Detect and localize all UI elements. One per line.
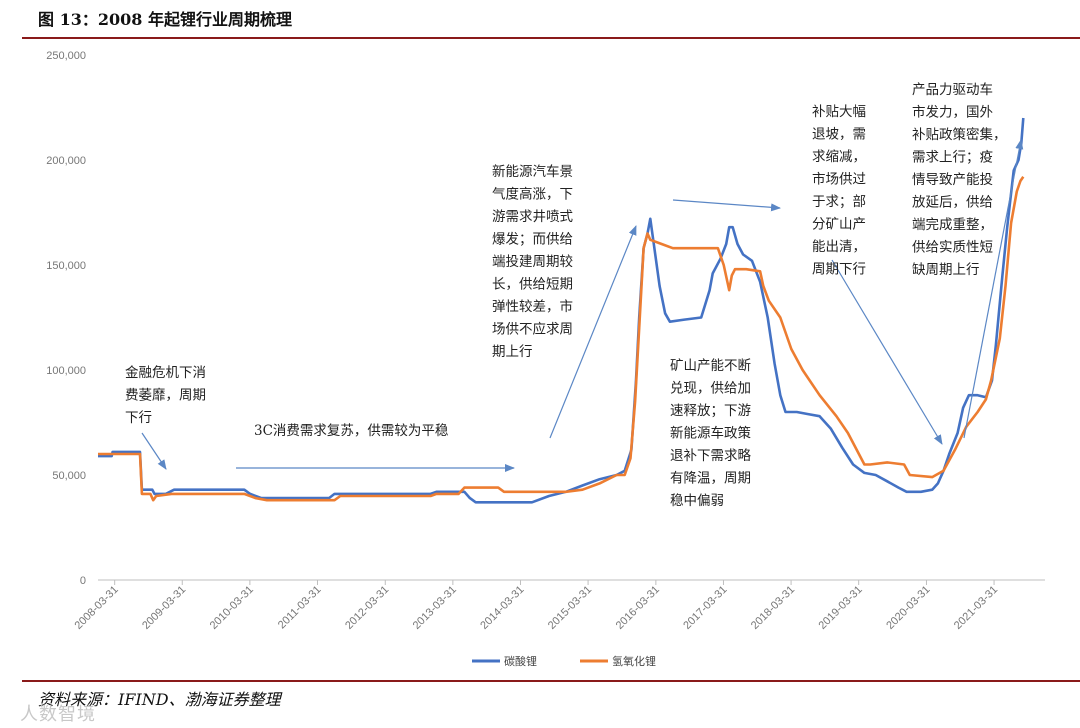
lithium-price-chart: 0 50,000 100,000 150,000 200,000 250,000 2008… <box>46 50 1045 668</box>
trend-arrow-up-2015 <box>549 225 637 439</box>
title-rule <box>22 37 1080 39</box>
annotation-demand-up: 产品力驱动车市发力，国外补贴政策密集，需求上行；疫情导致产能投放延后，供给端完成… <box>912 81 1007 278</box>
y-tick-label: 150,000 <box>46 260 86 272</box>
annotation-layer: 金融危机下消费萎靡，周期下行 3C消费需求复苏，供需较为平稳 新能源汽车景气度高… <box>125 81 1007 509</box>
trend-arrow-down-2008 <box>141 432 167 470</box>
watermark: 人数智境 <box>20 704 96 725</box>
y-tick-label: 100,000 <box>46 365 86 377</box>
x-tick-label: 2015-03-31 <box>546 584 594 632</box>
y-tick-label: 200,000 <box>46 155 86 167</box>
x-tick-label: 2018-03-31 <box>749 584 797 632</box>
y-tick-label: 250,000 <box>46 50 86 62</box>
x-tick-label: 2013-03-31 <box>411 584 459 632</box>
y-axis-layer: 0 50,000 100,000 150,000 200,000 250,000 <box>46 50 86 587</box>
x-tick-label: 2010-03-31 <box>208 584 256 632</box>
x-tick-label: 2019-03-31 <box>817 584 865 632</box>
x-tick-label: 2017-03-31 <box>681 584 729 632</box>
trend-arrow-up-2020 <box>963 139 1024 439</box>
annotation-financial-crisis: 金融危机下消费萎靡，周期下行 <box>125 365 206 426</box>
x-tick-label: 2011-03-31 <box>276 584 324 632</box>
x-tick-label: 2014-03-31 <box>478 584 526 632</box>
legend-label: 碳酸锂 <box>504 654 537 668</box>
source-note: 资料来源：IFIND、渤海证券整理 <box>38 690 281 709</box>
trend-arrow-down-2018 <box>831 259 943 445</box>
annotation-subsidy-cut: 补贴大幅退坡，需求缩减，市场供过于求；部分矿山产能出清，周期下行 <box>812 104 866 278</box>
x-tick-label: 2009-03-31 <box>140 584 188 632</box>
series-line-lithium-hydroxide <box>98 176 1025 502</box>
x-axis-layer: 2008-03-31 2009-03-31 2010-03-31 2011-03-31… <box>73 579 1045 632</box>
annotation-3c-recovery: 3C消费需求复苏，供需较为平稳 <box>254 422 448 439</box>
y-tick-label: 50,000 <box>52 470 86 482</box>
x-tick-label: 2021-03-31 <box>952 584 1000 632</box>
y-tick-label: 0 <box>80 575 86 587</box>
series-layer <box>98 117 1025 504</box>
annotation-supply-release: 矿山产能不断兑现，供给加速释放；下游新能源车政策退补下需求略有降温，周期稳中偏弱 <box>670 358 751 509</box>
source-rule <box>22 680 1080 682</box>
series-line-lithium-carbonate <box>98 117 1025 504</box>
trend-arrows <box>141 139 1024 472</box>
figure-title: 图 13：2008 年起锂行业周期梳理 <box>38 10 292 29</box>
x-tick-label: 2008-03-31 <box>73 584 121 632</box>
x-tick-label: 2020-03-31 <box>884 584 932 632</box>
legend: 碳酸锂 氢氧化锂 <box>472 654 656 668</box>
trend-arrow-flat-2016 <box>672 199 781 212</box>
annotation-nev-boom: 新能源汽车景气度高涨，下游需求井喷式爆发；而供给端投建周期较长，供给短期弹性较差… <box>492 163 573 360</box>
legend-label: 氢氧化锂 <box>612 654 656 668</box>
x-tick-label: 2012-03-31 <box>343 584 391 632</box>
x-tick-label: 2016-03-31 <box>614 584 662 632</box>
